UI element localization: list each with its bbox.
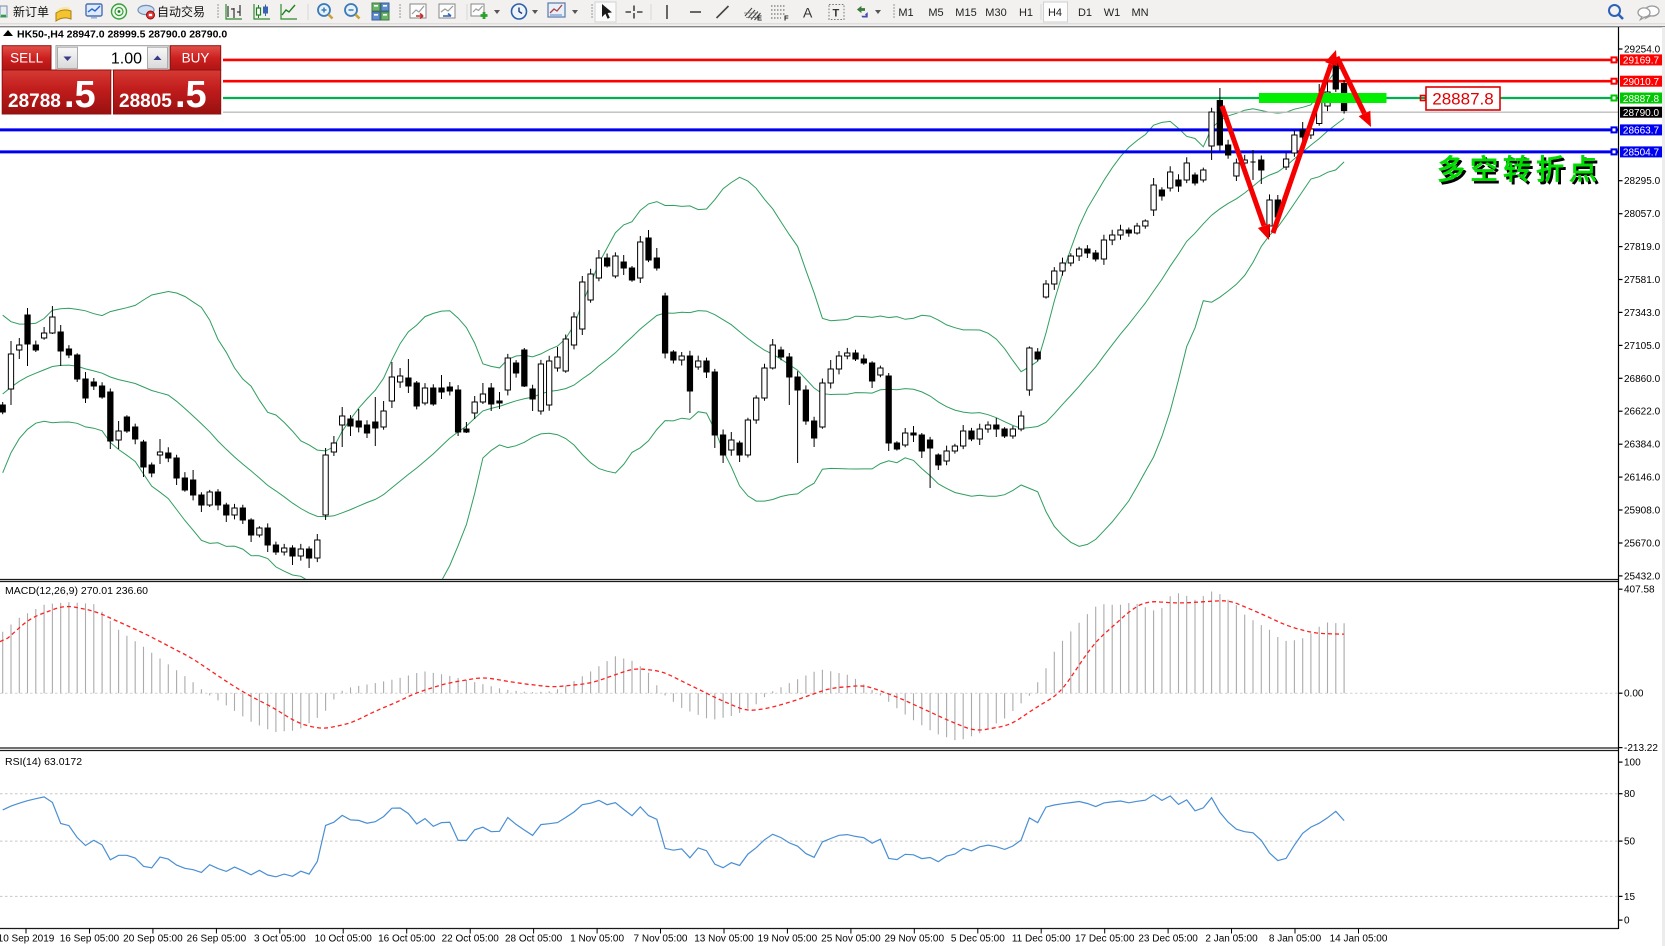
svg-text:26384.0: 26384.0 [1624, 440, 1661, 451]
svg-text:新订单: 新订单 [13, 4, 49, 19]
svg-text:100: 100 [1624, 758, 1641, 769]
svg-text:E: E [757, 14, 762, 23]
svg-text:28057.0: 28057.0 [1624, 209, 1661, 220]
svg-text:D1: D1 [1078, 7, 1092, 19]
svg-text:16 Oct 05:00: 16 Oct 05:00 [378, 934, 436, 945]
svg-text:27343.0: 27343.0 [1624, 308, 1661, 319]
svg-text:17 Dec 05:00: 17 Dec 05:00 [1075, 934, 1135, 945]
svg-text:19 Nov 05:00: 19 Nov 05:00 [758, 934, 818, 945]
svg-text:407.58: 407.58 [1624, 585, 1655, 596]
svg-text:2 Jan 05:00: 2 Jan 05:00 [1205, 934, 1258, 945]
svg-text:7 Nov 05:00: 7 Nov 05:00 [634, 934, 688, 945]
svg-text:25432.0: 25432.0 [1624, 571, 1661, 582]
svg-text:28 Oct 05:00: 28 Oct 05:00 [505, 934, 563, 945]
svg-text:29254.0: 29254.0 [1624, 45, 1661, 56]
svg-text:A: A [803, 5, 813, 21]
svg-text:多空转折点: 多空转折点 [1439, 155, 1604, 187]
svg-text:11 Dec 05:00: 11 Dec 05:00 [1012, 934, 1071, 945]
svg-text:28788: 28788 [8, 91, 61, 112]
svg-text:.5: .5 [64, 74, 96, 116]
svg-text:15: 15 [1624, 892, 1636, 903]
svg-text:29010.7: 29010.7 [1623, 77, 1660, 88]
svg-text:M30: M30 [985, 7, 1006, 19]
svg-text:M5: M5 [928, 7, 943, 19]
svg-text:.5: .5 [175, 74, 207, 116]
svg-text:25 Nov 05:00: 25 Nov 05:00 [821, 934, 881, 945]
svg-text:28887.8: 28887.8 [1432, 90, 1493, 109]
svg-text:50: 50 [1624, 837, 1636, 848]
svg-text:5 Dec 05:00: 5 Dec 05:00 [951, 934, 1005, 945]
svg-text:10 Sep 2019: 10 Sep 2019 [0, 934, 55, 945]
svg-text:20 Sep 05:00: 20 Sep 05:00 [123, 934, 183, 945]
svg-text:27105.0: 27105.0 [1624, 341, 1661, 352]
svg-text:MACD(12,26,9) 270.01 236.60: MACD(12,26,9) 270.01 236.60 [5, 585, 148, 597]
svg-text:MN: MN [1131, 7, 1148, 19]
svg-text:1 Nov 05:00: 1 Nov 05:00 [570, 934, 624, 945]
svg-text:27581.0: 27581.0 [1624, 275, 1661, 286]
svg-text:29169.7: 29169.7 [1623, 56, 1660, 67]
svg-text:多空转折点: 多空转折点 [1437, 153, 1602, 185]
svg-text:80: 80 [1624, 789, 1636, 800]
svg-text:26 Sep 05:00: 26 Sep 05:00 [187, 934, 247, 945]
svg-text:8 Jan 05:00: 8 Jan 05:00 [1269, 934, 1322, 945]
svg-text:28805: 28805 [119, 91, 172, 112]
svg-text:0.00: 0.00 [1624, 689, 1644, 700]
svg-text:26146.0: 26146.0 [1624, 473, 1661, 484]
svg-text:W1: W1 [1104, 7, 1121, 19]
svg-text:23 Dec 05:00: 23 Dec 05:00 [1138, 934, 1198, 945]
svg-text:25908.0: 25908.0 [1624, 506, 1661, 517]
svg-text:26860.0: 26860.0 [1624, 374, 1661, 385]
svg-text:10 Oct 05:00: 10 Oct 05:00 [315, 934, 373, 945]
svg-text:13 Nov 05:00: 13 Nov 05:00 [694, 934, 754, 945]
svg-text:16 Sep 05:00: 16 Sep 05:00 [60, 934, 120, 945]
svg-text:26622.0: 26622.0 [1624, 407, 1661, 418]
svg-text:28663.7: 28663.7 [1623, 126, 1660, 137]
svg-text:25670.0: 25670.0 [1624, 539, 1661, 550]
svg-text:H4: H4 [1048, 7, 1062, 19]
svg-text:M1: M1 [898, 7, 913, 19]
svg-text:0: 0 [1624, 916, 1630, 927]
svg-text:H1: H1 [1019, 7, 1033, 19]
svg-text:27819.0: 27819.0 [1624, 242, 1661, 253]
svg-text:3 Oct 05:00: 3 Oct 05:00 [254, 934, 306, 945]
svg-text:自动交易: 自动交易 [157, 4, 205, 19]
svg-text:T: T [833, 8, 840, 20]
svg-text:28295.0: 28295.0 [1624, 176, 1661, 187]
svg-text:F: F [784, 14, 789, 23]
svg-text:BUY: BUY [182, 51, 210, 66]
svg-text:M15: M15 [955, 7, 976, 19]
svg-text:HK50-,H4 28947.0 28999.5 2879: HK50-,H4 28947.0 28999.5 28790.0 28790.0 [17, 29, 227, 41]
svg-text:-213.22: -213.22 [1624, 743, 1658, 754]
svg-text:22 Oct 05:00: 22 Oct 05:00 [442, 934, 500, 945]
svg-text:28887.8: 28887.8 [1623, 94, 1660, 105]
svg-text:RSI(14) 63.0172: RSI(14) 63.0172 [5, 756, 82, 768]
svg-text:14 Jan 05:00: 14 Jan 05:00 [1330, 934, 1388, 945]
svg-text:28504.7: 28504.7 [1623, 148, 1660, 159]
svg-text:1.00: 1.00 [111, 51, 142, 68]
svg-text:SELL: SELL [10, 51, 44, 66]
svg-text:29 Nov 05:00: 29 Nov 05:00 [885, 934, 945, 945]
svg-text:28790.0: 28790.0 [1623, 108, 1660, 119]
